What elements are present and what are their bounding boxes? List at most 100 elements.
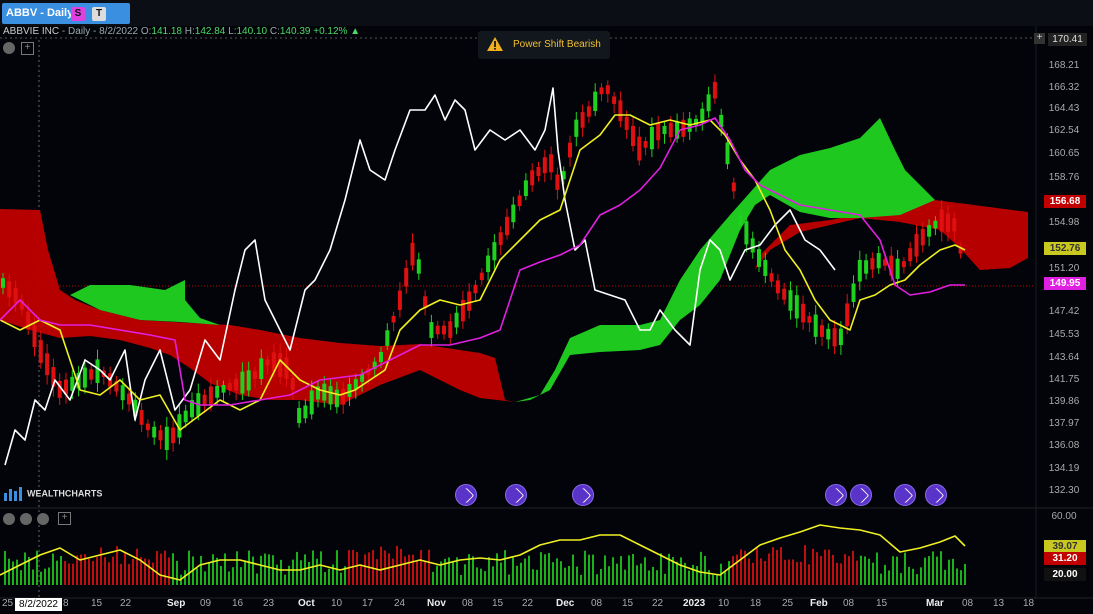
- candle-body: [379, 352, 383, 362]
- osc-histogram-bar: [32, 569, 34, 585]
- candle-body: [133, 399, 138, 417]
- close-label: C:: [269, 26, 280, 37]
- osc-histogram-bar: [416, 561, 418, 585]
- osc-histogram-bar: [176, 560, 178, 585]
- osc-histogram-bar: [872, 562, 874, 585]
- settings-icon[interactable]: [3, 42, 15, 54]
- osc-histogram-bar: [444, 558, 446, 585]
- event-marker[interactable]: [572, 484, 594, 506]
- osc-histogram-bar: [404, 556, 406, 585]
- kijun-line: [0, 117, 965, 406]
- osc-histogram-bar: [264, 553, 266, 585]
- close-value: 140.39: [279, 26, 311, 37]
- wealthcharts-logo-mark: [4, 487, 22, 501]
- osc-histogram-bar: [324, 572, 326, 585]
- candle-body: [26, 311, 31, 330]
- osc-histogram-bar: [628, 555, 630, 585]
- candle-body: [89, 369, 94, 380]
- t-button[interactable]: T: [92, 7, 106, 21]
- osc-histogram-bar: [796, 561, 798, 585]
- osc-histogram-bar: [804, 545, 806, 585]
- candle-body: [883, 259, 887, 266]
- osc-histogram-bar: [884, 564, 886, 585]
- power-shift-alert[interactable]: Power Shift Bearish: [478, 31, 610, 59]
- osc-histogram-bar: [624, 569, 626, 585]
- osc-histogram-bar: [916, 574, 918, 585]
- date-tick: Dec: [556, 598, 575, 609]
- price-badge-tenkan: 152.76: [1044, 242, 1086, 255]
- date-tick: 08: [843, 598, 855, 609]
- osc-histogram-bar: [564, 567, 566, 585]
- date-tick: 2023: [683, 598, 706, 609]
- oscillator-collapse-icon[interactable]: [37, 513, 49, 525]
- osc-histogram-bar: [948, 559, 950, 585]
- osc-histogram-bar: [844, 554, 846, 585]
- osc-histogram-bar: [412, 554, 414, 585]
- event-marker[interactable]: [925, 484, 947, 506]
- candle-body: [605, 85, 610, 95]
- candle-body: [757, 249, 761, 267]
- oscillator-visibility-icon[interactable]: [20, 513, 32, 525]
- change-value: +0.12%: [313, 26, 348, 37]
- tab-abbv-daily[interactable]: ABBV - Daily S T: [2, 3, 130, 24]
- osc-histogram-bar: [40, 571, 42, 585]
- candle-body: [385, 330, 390, 346]
- osc-histogram-bar: [484, 571, 486, 585]
- candle-body: [864, 260, 869, 274]
- osc-histogram-bar: [156, 551, 158, 585]
- osc-histogram-bar: [876, 552, 878, 585]
- osc-histogram-bar: [940, 551, 942, 585]
- candle-body: [876, 253, 881, 269]
- candle-body: [64, 379, 68, 395]
- osc-histogram-bar: [920, 567, 922, 585]
- candle-body: [127, 393, 131, 405]
- osc-histogram-bar: [232, 567, 234, 585]
- candle-body: [807, 316, 812, 323]
- osc-histogram-bar: [4, 551, 6, 585]
- date-tick: 10: [331, 598, 343, 609]
- add-price-line-icon[interactable]: +: [1034, 33, 1045, 44]
- osc-histogram-bar: [112, 556, 114, 585]
- candle-body: [234, 378, 239, 391]
- oscillator-settings-icon[interactable]: [3, 513, 15, 525]
- osc-histogram-bar: [544, 554, 546, 585]
- chikou-line: [4, 87, 836, 466]
- s-button[interactable]: S: [71, 7, 85, 21]
- date-tick: Feb: [810, 598, 828, 609]
- candle-body: [769, 273, 774, 282]
- add-indicator-icon[interactable]: +: [21, 42, 34, 55]
- candle-body: [706, 94, 711, 112]
- osc-histogram-bar: [512, 557, 514, 585]
- osc-histogram-bar: [304, 554, 306, 585]
- osc-histogram-bar: [892, 556, 894, 585]
- candle-body: [952, 218, 957, 232]
- event-marker[interactable]: [825, 484, 847, 506]
- event-marker[interactable]: [894, 484, 916, 506]
- osc-histogram-bar: [824, 549, 826, 585]
- osc-histogram-bar: [208, 561, 210, 585]
- candle-body: [511, 204, 516, 223]
- candle-body: [322, 383, 327, 401]
- osc-histogram-bar: [448, 557, 450, 585]
- candle-body: [334, 389, 339, 408]
- osc-histogram-bar: [716, 574, 718, 585]
- event-marker[interactable]: [850, 484, 872, 506]
- osc-histogram-bar: [536, 569, 538, 585]
- osc-histogram-bar: [48, 567, 50, 585]
- osc-histogram-bar: [960, 570, 962, 585]
- osc-histogram-bar: [184, 570, 186, 585]
- osc-histogram-bar: [368, 552, 370, 585]
- event-marker[interactable]: [505, 484, 527, 506]
- osc-histogram-bar: [292, 559, 294, 585]
- oscillator-add-icon[interactable]: +: [58, 512, 71, 525]
- osc-histogram-bar: [672, 556, 674, 585]
- candle-body: [410, 242, 415, 266]
- osc-histogram-bar: [12, 561, 14, 585]
- osc-histogram-bar: [108, 562, 110, 585]
- price-tick: 162.54: [1048, 125, 1080, 136]
- warning-icon: [487, 37, 503, 51]
- candle-body: [618, 100, 623, 122]
- candle-body: [227, 383, 232, 391]
- event-marker[interactable]: [455, 484, 477, 506]
